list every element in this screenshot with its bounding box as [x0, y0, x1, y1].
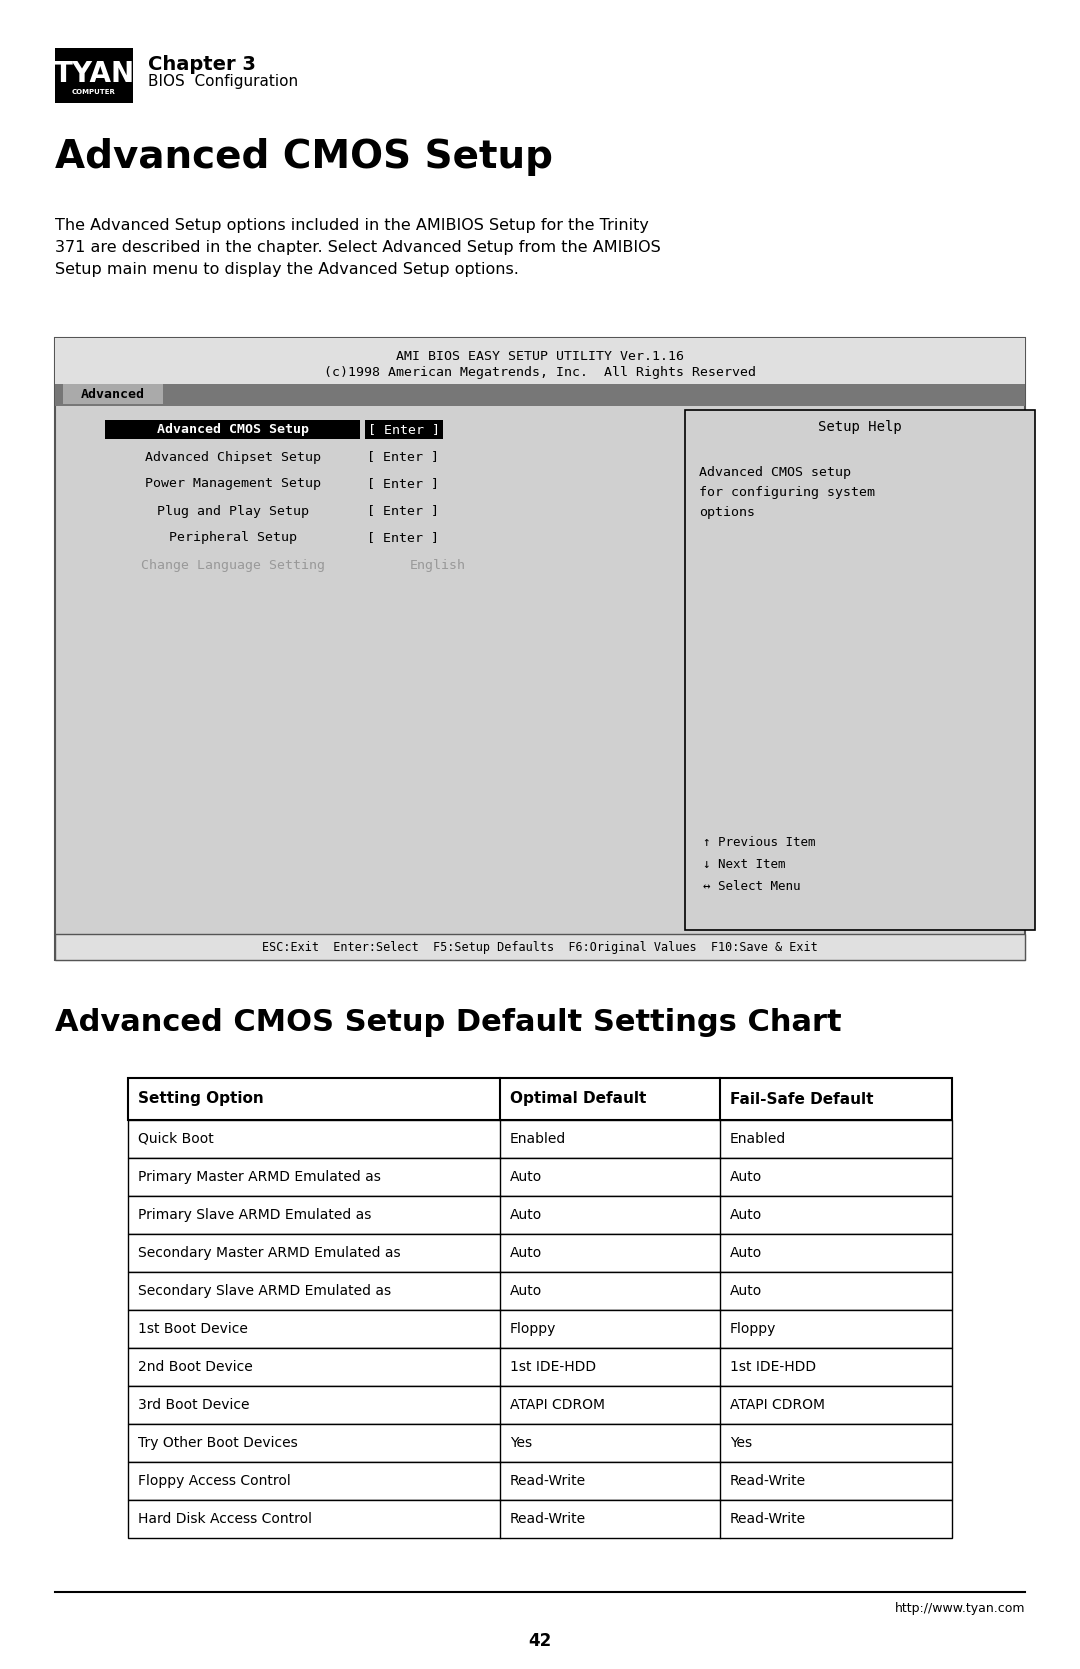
Text: Advanced CMOS Setup Default Settings Chart: Advanced CMOS Setup Default Settings Cha…: [55, 1008, 841, 1036]
Text: ATAPI CDROM: ATAPI CDROM: [730, 1399, 825, 1412]
Text: [ Enter ]: [ Enter ]: [367, 451, 438, 464]
Bar: [129, 1424, 951, 1462]
Text: Secondary Slave ARMD Emulated as: Secondary Slave ARMD Emulated as: [138, 1283, 391, 1298]
Text: Try Other Boot Devices: Try Other Boot Devices: [138, 1435, 298, 1450]
Text: 1st IDE-HDD: 1st IDE-HDD: [730, 1360, 816, 1374]
Text: Floppy Access Control: Floppy Access Control: [138, 1474, 291, 1489]
Bar: [55, 48, 133, 103]
Text: Quick Boot: Quick Boot: [138, 1132, 214, 1147]
Bar: [129, 1272, 951, 1310]
Bar: [105, 421, 360, 439]
Bar: [63, 384, 163, 404]
Text: 42: 42: [528, 1632, 552, 1651]
Text: Auto: Auto: [730, 1283, 762, 1298]
Text: Advanced: Advanced: [81, 389, 145, 402]
Text: Change Language Setting: Change Language Setting: [141, 559, 325, 571]
Text: Auto: Auto: [510, 1283, 542, 1298]
Text: Yes: Yes: [510, 1435, 532, 1450]
Text: (c)1998 American Megatrends, Inc.  All Rights Reserved: (c)1998 American Megatrends, Inc. All Ri…: [324, 366, 756, 379]
Bar: [129, 1462, 951, 1500]
Text: ↓ Next Item: ↓ Next Item: [703, 858, 785, 871]
Text: Auto: Auto: [510, 1170, 542, 1183]
Bar: [55, 935, 1025, 960]
Text: ↔ Select Menu: ↔ Select Menu: [703, 880, 800, 893]
Bar: [685, 411, 1035, 930]
Text: 1st IDE-HDD: 1st IDE-HDD: [510, 1360, 596, 1374]
Bar: [365, 421, 443, 439]
Text: BIOS  Configuration: BIOS Configuration: [148, 73, 298, 88]
Text: Fail-Safe Default: Fail-Safe Default: [730, 1092, 874, 1107]
Text: ↑ Previous Item: ↑ Previous Item: [703, 836, 815, 850]
Bar: [129, 1197, 951, 1233]
Text: [ Enter ]: [ Enter ]: [367, 477, 438, 491]
Text: English: English: [410, 559, 465, 571]
Bar: [129, 1078, 951, 1120]
Text: [ Enter ]: [ Enter ]: [367, 531, 438, 544]
Bar: [55, 339, 1025, 960]
Text: Enabled: Enabled: [510, 1132, 566, 1147]
Text: [ Enter ]: [ Enter ]: [368, 424, 440, 437]
Text: Power Management Setup: Power Management Setup: [145, 477, 321, 491]
Text: Setup Help: Setup Help: [819, 421, 902, 434]
Text: Floppy: Floppy: [510, 1322, 556, 1335]
Bar: [129, 1158, 951, 1197]
Text: 3rd Boot Device: 3rd Boot Device: [138, 1399, 249, 1412]
Bar: [129, 1233, 951, 1272]
Bar: [129, 1349, 951, 1385]
Text: TYAN: TYAN: [53, 60, 135, 88]
Text: Setting Option: Setting Option: [138, 1092, 264, 1107]
Text: Read-Write: Read-Write: [730, 1474, 806, 1489]
Text: Hard Disk Access Control: Hard Disk Access Control: [138, 1512, 312, 1525]
Text: 2nd Boot Device: 2nd Boot Device: [138, 1360, 253, 1374]
Text: Secondary Master ARMD Emulated as: Secondary Master ARMD Emulated as: [138, 1247, 401, 1260]
Text: ATAPI CDROM: ATAPI CDROM: [510, 1399, 605, 1412]
Bar: [55, 339, 1025, 384]
Text: The Advanced Setup options included in the AMIBIOS Setup for the Trinity
371 are: The Advanced Setup options included in t…: [55, 219, 661, 277]
Text: Auto: Auto: [730, 1247, 762, 1260]
Text: AMI BIOS EASY SETUP UTILITY Ver.1.16: AMI BIOS EASY SETUP UTILITY Ver.1.16: [396, 350, 684, 362]
Text: Auto: Auto: [510, 1247, 542, 1260]
Text: Peripheral Setup: Peripheral Setup: [168, 531, 297, 544]
Text: [ Enter ]: [ Enter ]: [367, 504, 438, 517]
Text: Advanced Chipset Setup: Advanced Chipset Setup: [145, 451, 321, 464]
Bar: [129, 1500, 951, 1539]
Text: Chapter 3: Chapter 3: [148, 55, 256, 73]
Bar: [55, 384, 1025, 406]
Text: 1st Boot Device: 1st Boot Device: [138, 1322, 248, 1335]
Text: Optimal Default: Optimal Default: [510, 1092, 646, 1107]
Text: Advanced CMOS Setup: Advanced CMOS Setup: [55, 139, 553, 175]
Text: Read-Write: Read-Write: [510, 1512, 586, 1525]
Text: Auto: Auto: [730, 1208, 762, 1222]
Text: Advanced CMOS setup
for configuring system
options: Advanced CMOS setup for configuring syst…: [699, 466, 875, 519]
Text: Auto: Auto: [730, 1170, 762, 1183]
Text: Yes: Yes: [730, 1435, 752, 1450]
Text: Primary Slave ARMD Emulated as: Primary Slave ARMD Emulated as: [138, 1208, 372, 1222]
Text: Advanced CMOS Setup: Advanced CMOS Setup: [157, 424, 309, 437]
Text: Read-Write: Read-Write: [510, 1474, 586, 1489]
Text: Floppy: Floppy: [730, 1322, 777, 1335]
Bar: [129, 1385, 951, 1424]
Text: COMPUTER: COMPUTER: [72, 88, 116, 95]
Bar: [129, 1120, 951, 1158]
Text: Auto: Auto: [510, 1208, 542, 1222]
Text: Plug and Play Setup: Plug and Play Setup: [157, 504, 309, 517]
Bar: [129, 1310, 951, 1349]
Text: Read-Write: Read-Write: [730, 1512, 806, 1525]
Text: Primary Master ARMD Emulated as: Primary Master ARMD Emulated as: [138, 1170, 381, 1183]
Text: Enabled: Enabled: [730, 1132, 786, 1147]
Text: http://www.tyan.com: http://www.tyan.com: [894, 1602, 1025, 1616]
Text: ESC:Exit  Enter:Select  F5:Setup Defaults  F6:Original Values  F10:Save & Exit: ESC:Exit Enter:Select F5:Setup Defaults …: [262, 941, 818, 953]
